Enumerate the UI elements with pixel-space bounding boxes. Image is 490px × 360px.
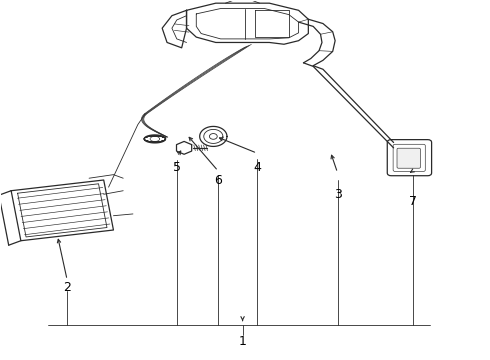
Text: 2: 2 — [63, 281, 71, 294]
FancyBboxPatch shape — [393, 144, 425, 171]
Text: 4: 4 — [253, 161, 261, 174]
Text: 7: 7 — [409, 195, 417, 208]
Text: 1: 1 — [239, 335, 246, 348]
Text: 3: 3 — [334, 188, 342, 201]
Text: 5: 5 — [173, 161, 181, 174]
FancyBboxPatch shape — [397, 148, 420, 168]
Text: 6: 6 — [214, 174, 222, 187]
FancyBboxPatch shape — [387, 140, 432, 176]
